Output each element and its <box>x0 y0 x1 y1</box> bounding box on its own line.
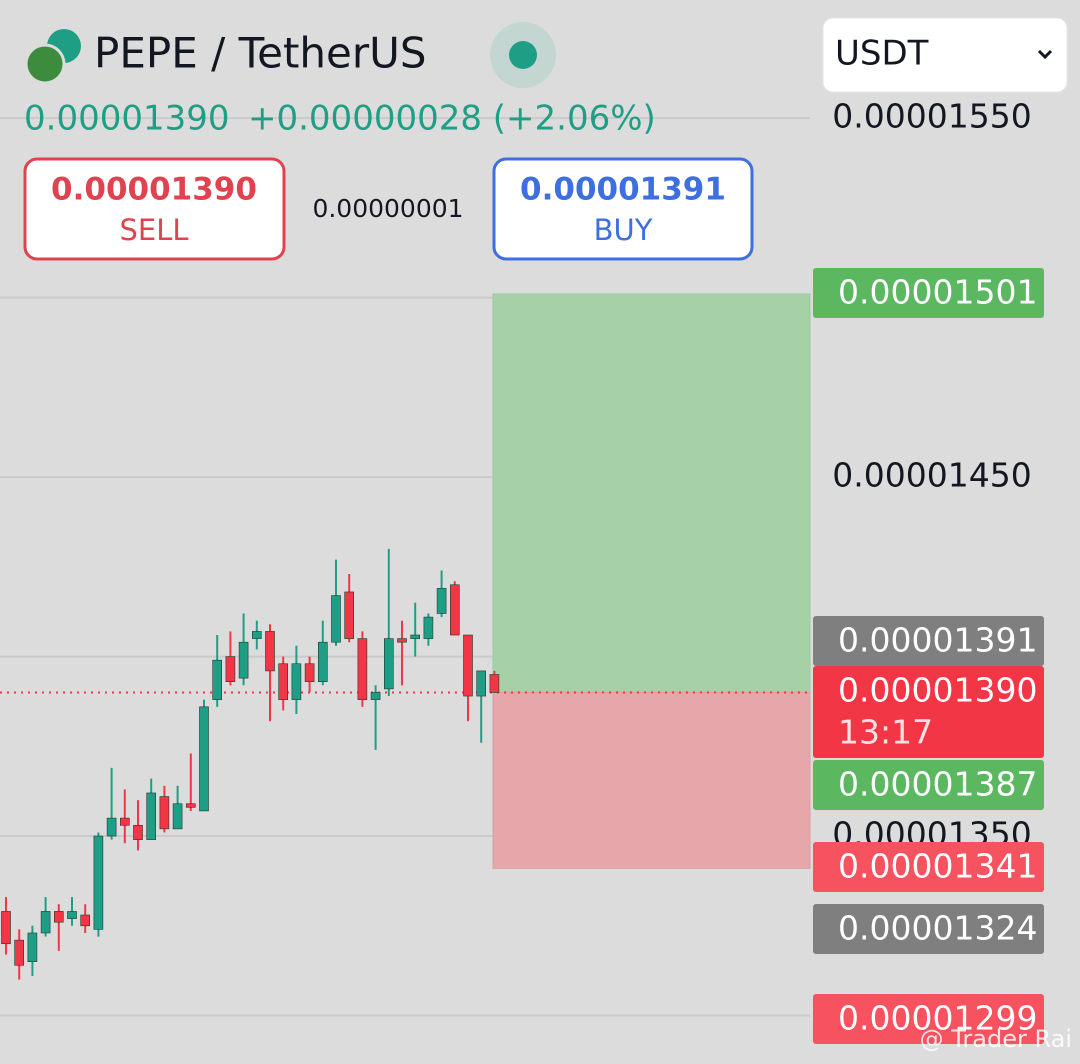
candle-body <box>370 692 381 700</box>
price-tag <box>813 994 1044 1044</box>
sell-box[interactable] <box>23 157 286 261</box>
price-tag <box>813 616 1044 666</box>
candle-body <box>436 588 447 614</box>
candle-body <box>423 616 434 639</box>
candle-body <box>291 663 302 700</box>
candle-body <box>146 792 156 840</box>
price-tag <box>813 268 1044 318</box>
candle-body <box>383 638 394 690</box>
candle-body <box>40 911 51 934</box>
y-tick-label: 0.00001550 <box>832 97 1031 136</box>
price: 0.00001390 <box>24 99 230 139</box>
candle-body <box>199 706 209 812</box>
chevron[interactable] <box>1037 49 1053 60</box>
candle-body <box>80 914 90 927</box>
candle-body <box>106 817 117 837</box>
candle-body <box>489 674 500 693</box>
price-tag <box>813 842 1044 892</box>
currency[interactable]: USDT <box>835 34 929 74</box>
candle-body <box>357 638 368 700</box>
candle-body <box>172 803 183 830</box>
watermark: @ Trader Rai <box>920 1025 1072 1053</box>
buy-box[interactable] <box>492 157 754 261</box>
currency-select[interactable]: USDT <box>822 17 1068 93</box>
candle-body <box>186 803 196 808</box>
price-tag-label: 0.00001390 <box>838 671 1037 710</box>
candle-body <box>265 631 275 672</box>
candle-body <box>397 638 407 643</box>
price-tag <box>813 904 1044 954</box>
candle-body <box>238 641 249 679</box>
select-box[interactable] <box>822 17 1068 93</box>
sell-label[interactable]: SELL <box>119 213 188 247</box>
spread: 0.00000001 <box>312 194 463 223</box>
price-tag-label: 0.00001324 <box>838 909 1037 948</box>
candle-body <box>476 670 487 697</box>
change: +0.00000028 (+2.06%) <box>248 99 656 139</box>
price-tag-label: 0.00001501 <box>838 273 1037 312</box>
candle-body <box>410 634 421 639</box>
price-tag-label: 0.00001341 <box>838 847 1037 886</box>
buy-label[interactable]: BUY <box>594 213 653 247</box>
candle-body <box>53 911 64 923</box>
price-tag-timer: 13:17 <box>838 713 933 752</box>
candle-body <box>344 591 355 639</box>
profit-zone <box>492 293 811 693</box>
buy-price[interactable]: 0.00001391 <box>520 172 726 208</box>
loss-zone <box>492 691 811 869</box>
candle-body <box>212 659 222 700</box>
plot <box>0 117 811 1017</box>
candle-body <box>463 634 473 697</box>
candle-body <box>27 932 38 962</box>
candle-body <box>159 796 170 830</box>
candle-body <box>225 656 236 682</box>
buy-button[interactable]: 0.00001391 BUY <box>492 157 754 261</box>
candle-body <box>304 663 315 682</box>
candle-body <box>1 911 11 945</box>
candle-body <box>133 824 143 840</box>
sell-price[interactable]: 0.00001390 <box>51 172 257 208</box>
sell-button[interactable]: 0.00001390 SELL <box>23 157 286 261</box>
candle-body <box>120 817 130 826</box>
pepe-logo <box>24 43 66 85</box>
candle-body <box>14 939 24 966</box>
candle-body <box>252 631 262 639</box>
price-tag-label: 0.00001299 <box>838 999 1037 1038</box>
price-tag <box>813 760 1044 810</box>
header: PEPE / TetherUS USDT 0.00001390 +0.00000… <box>23 17 1068 261</box>
status-dot <box>509 41 537 69</box>
candle-body <box>93 835 104 930</box>
price-tags: 0.000013000.000013500.000014000.00001450… <box>813 97 1044 1044</box>
candle-body <box>449 584 460 636</box>
price-tag-label: 0.00001387 <box>838 765 1037 804</box>
y-tick-label: 0.00001450 <box>832 456 1031 495</box>
price-tag <box>813 666 1044 758</box>
price-tag-label: 0.00001391 <box>838 621 1037 660</box>
candle-body <box>331 595 341 643</box>
symbol: PEPE / TetherUS <box>94 29 427 78</box>
candle-body <box>278 663 289 700</box>
candle-body <box>317 641 328 682</box>
candle-body <box>67 911 77 919</box>
